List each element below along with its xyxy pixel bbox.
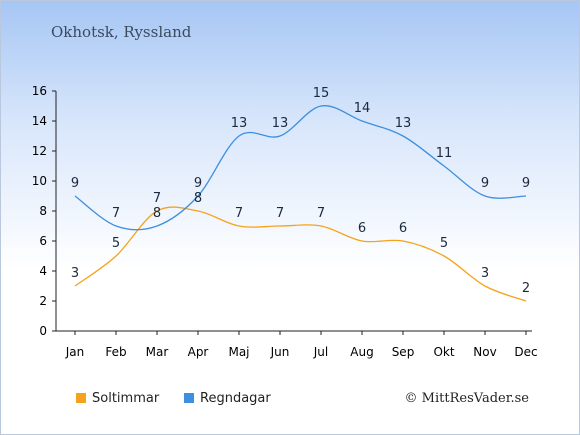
legend-item-soltimmar: Soltimmar: [76, 391, 159, 406]
y-tick-label: 2: [39, 294, 47, 308]
legend-label: Regndagar: [200, 391, 271, 406]
x-tick-label: Maj: [228, 345, 249, 359]
y-tick-label: 16: [32, 84, 47, 98]
legend-label: Soltimmar: [92, 391, 160, 406]
y-tick-label: 8: [39, 204, 47, 218]
x-tick-label: Feb: [105, 345, 126, 359]
y-tick-label: 4: [39, 264, 47, 278]
data-label-soltimmar: 8: [194, 191, 202, 206]
x-tick-label: Okt: [433, 345, 454, 359]
x-tick-label: Dec: [514, 345, 537, 359]
x-tick-label: Jun: [270, 345, 290, 359]
y-tick-label: 14: [32, 114, 47, 128]
series-line-regndagar: [74, 105, 527, 231]
data-label-regndagar: 13: [272, 116, 289, 131]
x-tick-label: Jul: [313, 345, 328, 359]
data-label-soltimmar: 3: [481, 266, 489, 281]
data-label-regndagar: 9: [481, 176, 489, 191]
data-label-soltimmar: 7: [153, 191, 161, 206]
data-label-regndagar: 13: [231, 116, 248, 131]
x-tick-label: Apr: [188, 345, 209, 359]
x-tick-label: Aug: [350, 345, 373, 359]
chart-title: Okhotsk, Ryssland: [51, 23, 192, 41]
data-label-soltimmar: 5: [112, 236, 120, 251]
data-label-regndagar: 9: [194, 176, 202, 191]
x-tick-label: Sep: [392, 345, 415, 359]
data-label-soltimmar: 5: [440, 236, 448, 251]
data-label-regndagar: 9: [71, 176, 79, 191]
data-label-regndagar: 9: [522, 176, 530, 191]
series-line-soltimmar: [74, 206, 527, 302]
data-label-soltimmar: 3: [71, 266, 79, 281]
y-tick-label: 0: [39, 324, 47, 338]
legend-swatch: [184, 393, 194, 403]
data-label-soltimmar: 6: [399, 221, 407, 236]
legend-swatch: [76, 393, 86, 403]
series-lines: [74, 105, 527, 302]
y-tick-label: 12: [32, 144, 47, 158]
data-label-soltimmar: 7: [276, 206, 284, 221]
data-label-soltimmar: 2: [522, 281, 530, 296]
data-label-soltimmar: 6: [358, 221, 366, 236]
x-tick-label: Jan: [65, 345, 85, 359]
data-label-regndagar: 11: [436, 146, 453, 161]
x-tick-label: Nov: [473, 345, 496, 359]
data-label-soltimmar: 7: [317, 206, 325, 221]
data-label-soltimmar: 7: [235, 206, 243, 221]
credit-text: © MittResVader.se: [404, 391, 529, 406]
line-chart: 0 2 4 6 8 10 12 14 16 Jan Feb Mar Apr Maj Jun Jul Aug Sep…: [32, 84, 538, 359]
x-tick-label: Mar: [146, 345, 169, 359]
data-label-regndagar: 15: [313, 86, 330, 101]
legend-item-regndagar: Regndagar: [184, 391, 271, 406]
axes: 0 2 4 6 8 10 12 14 16 Jan Feb Mar Apr Maj Jun Jul Aug Sep…: [32, 84, 538, 359]
data-label-regndagar: 7: [112, 206, 120, 221]
data-label-regndagar: 13: [395, 116, 412, 131]
y-tick-label: 10: [32, 174, 47, 188]
data-label-regndagar: 8: [153, 206, 161, 221]
data-label-regndagar: 14: [354, 101, 371, 116]
y-tick-label: 6: [39, 234, 47, 248]
